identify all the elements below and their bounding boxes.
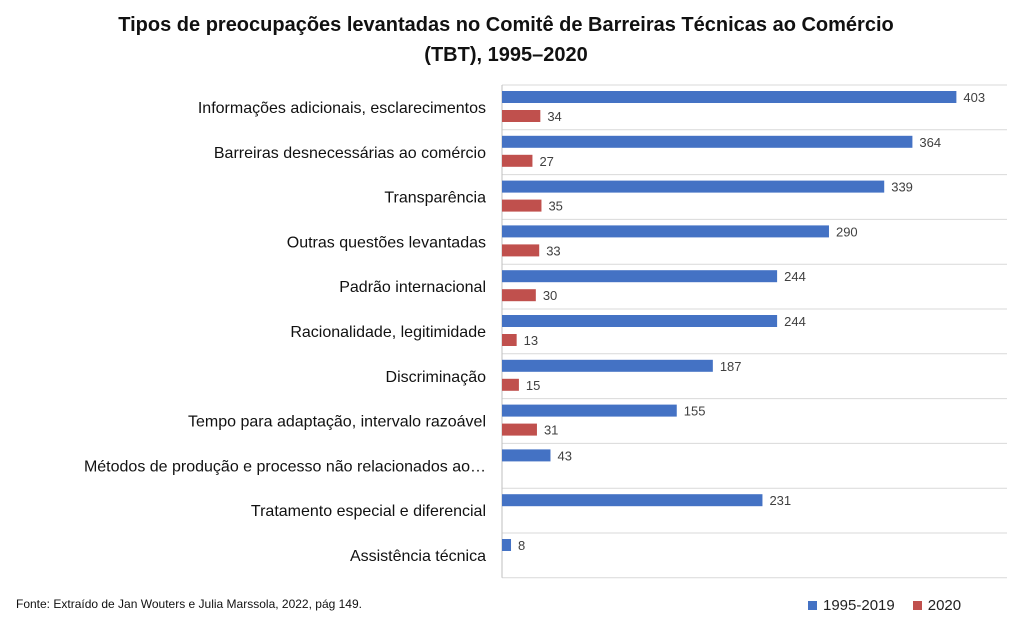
- data-label: 13: [524, 333, 538, 348]
- source-note: Fonte: Extraído de Jan Wouters e Julia M…: [16, 597, 362, 611]
- legend-label-series-1: 1995-2019: [823, 597, 895, 614]
- data-label: 34: [547, 109, 561, 124]
- data-label: 155: [684, 404, 706, 419]
- category-label: Padrão internacional: [339, 279, 486, 296]
- data-label: 31: [544, 423, 558, 438]
- data-label: 364: [919, 135, 941, 150]
- legend-swatch-series-2: [912, 601, 922, 610]
- bar-1995-2019: [502, 225, 829, 238]
- legend-item-series-1: 1995-2019: [808, 597, 895, 614]
- bar-2020: [502, 244, 540, 257]
- category-label: Assistência técnica: [350, 548, 486, 565]
- bar-2020: [502, 334, 517, 346]
- legend-swatch-series-1: [808, 601, 817, 610]
- bar-2020: [502, 199, 542, 212]
- category-label: Tratamento especial e diferencial: [251, 503, 486, 520]
- data-label: 43: [557, 448, 571, 463]
- data-label: 187: [720, 359, 742, 374]
- chart-title-line-1: Tipos de preocupações levantadas no Comi…: [118, 14, 894, 36]
- data-label: 30: [543, 288, 557, 303]
- category-label: Barreiras desnecessárias ao comércio: [214, 145, 486, 162]
- category-label: Tempo para adaptação, intervalo razoável: [188, 414, 486, 431]
- legend-item-series-2: 2020: [912, 597, 962, 614]
- bar-1995-2019: [502, 494, 763, 507]
- bar-1995-2019: [502, 180, 885, 193]
- bar-1995-2019: [502, 404, 677, 417]
- data-label: 33: [546, 243, 560, 258]
- data-label: 244: [784, 269, 806, 284]
- bar-1995-2019: [502, 449, 551, 462]
- chart-legend: 1995-2019 2020: [808, 597, 979, 614]
- data-label: 244: [784, 314, 806, 329]
- data-label: 339: [891, 180, 913, 195]
- bar-1995-2019: [502, 359, 713, 372]
- chart-title: Tipos de preocupações levantadas no Comi…: [0, 10, 1012, 70]
- bar-1995-2019: [502, 315, 778, 327]
- data-label: 35: [548, 199, 562, 214]
- data-label: 403: [963, 90, 985, 105]
- category-label: Outras questões levantadas: [287, 234, 486, 251]
- category-label: Discriminação: [386, 369, 487, 386]
- bar-2020: [502, 110, 541, 122]
- bar-1995-2019: [502, 539, 512, 551]
- bar-1995-2019: [502, 135, 913, 148]
- legend-label-series-2: 2020: [927, 597, 962, 614]
- bar-2020: [502, 154, 533, 167]
- bar-2020: [502, 378, 519, 391]
- bar-1995-2019: [502, 91, 957, 103]
- category-label: Informações adicionais, esclarecimentos: [198, 100, 486, 117]
- data-label: 290: [836, 224, 858, 239]
- data-label: 15: [526, 378, 540, 393]
- bar-1995-2019: [502, 270, 778, 283]
- category-label: Métodos de produção e processo não relac…: [84, 458, 486, 475]
- category-label: Racionalidade, legitimidade: [290, 324, 486, 341]
- category-label: Transparência: [384, 190, 486, 207]
- bar-2020: [502, 289, 536, 302]
- data-label: 8: [518, 538, 525, 553]
- chart-title-line-2: (TBT), 1995–2020: [424, 44, 588, 66]
- data-label: 27: [539, 154, 553, 169]
- bar-2020: [502, 423, 537, 436]
- data-label: 231: [769, 493, 791, 508]
